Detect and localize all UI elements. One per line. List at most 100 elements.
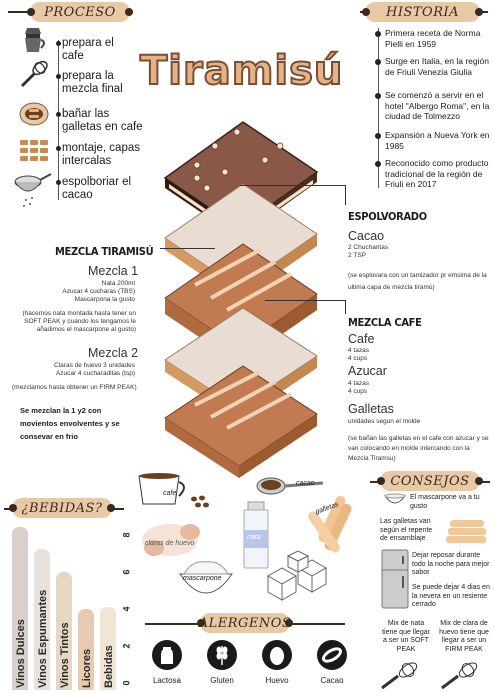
bebidas-banner: ¿BEBIDAS? xyxy=(9,498,115,518)
cacao-ingredient-label: cacao xyxy=(296,480,315,487)
consejos-banner: CONSEJOS xyxy=(377,471,483,491)
tick-8: 8 xyxy=(121,532,132,538)
history-timeline xyxy=(378,28,379,188)
lactose-icon xyxy=(152,640,182,670)
mezcla-2-note: (mezclamos hasta obtener un FIRM PEAK) xyxy=(12,384,137,391)
tip-mascarpone: El mascarpone va a tu gusto xyxy=(410,494,480,510)
history-item-1: Primera receta de Norma Pielli en 1959 xyxy=(375,28,490,49)
connector-mezcla-cafe xyxy=(265,300,345,301)
tick-6: 6 xyxy=(121,569,132,575)
alergeno-gluten: Gluten xyxy=(210,676,234,685)
mezcla-cafe-cafe: Cafe xyxy=(348,332,375,346)
mascarpone-bowl-icon xyxy=(179,561,233,594)
process-step-3: bañar las galletas en cafe xyxy=(56,108,152,134)
mezcla-cafe-azucar-q2: 4 cups xyxy=(348,388,368,395)
mezcla-tiramisu-heading: MEZCLA TIRAMISÚ xyxy=(55,245,154,258)
cacao-pod-icon xyxy=(317,640,347,670)
connector-espolvorado xyxy=(240,185,345,186)
mezcla-cafe-azucar: Azucar xyxy=(348,364,387,378)
small-bowl-icon xyxy=(384,493,406,504)
mezcla-1-line-1: Nata 200ml xyxy=(101,280,135,287)
mezcla-1-line-3: Mascarpona la gusto xyxy=(74,296,135,303)
bar-label-0: Vinos Dulces xyxy=(15,619,27,688)
espolvorado-cacao: Cacao xyxy=(348,229,385,243)
tip-soft-peak: Mix de nata tiene que llegar a ser un SO… xyxy=(382,620,430,653)
connector-mezcla-tiramisu xyxy=(160,248,215,249)
tip-galletas: Las galletas van según el repente de ens… xyxy=(380,518,433,542)
process-step-4: montaje, capas intercalas xyxy=(56,142,152,168)
ladyfingers-icon xyxy=(308,495,352,553)
connector-espolvorado-v xyxy=(345,185,346,205)
mezcla-cafe-galletas-q: unidades segun el molde xyxy=(348,418,421,425)
layers-icon xyxy=(20,140,48,161)
mascarpone-ingredient-label: mascarpone xyxy=(183,575,222,582)
bar-4 xyxy=(100,606,116,690)
espolvorado-qty2: 2 TSP xyxy=(348,252,366,259)
tip-reposar: Dejar reposar durante todo la noche para… xyxy=(412,552,490,576)
mezcla-1-line-2: Azucar 4 cucharas (TBS) xyxy=(62,288,135,295)
tick-0: 0 xyxy=(121,680,132,686)
tip-nevera: Se puede dejar 4 dias en la nevera en un… xyxy=(412,584,490,608)
process-step-1: prepara el cafe xyxy=(56,37,132,63)
espolvorado-heading: ESPOLVORADO xyxy=(348,210,427,223)
sugar-cubes-icon xyxy=(266,550,328,601)
history-item-5: Reconocido como producto tradicional de … xyxy=(375,158,490,190)
nata-ingredient-label: nata xyxy=(247,534,261,541)
mezcla-cafe-note: (se bañan las galletas en el cafe con az… xyxy=(348,435,489,462)
coffee-beans-icon xyxy=(191,495,209,508)
mezcla-1-note: (hacemos nata montada hasta tener un SOF… xyxy=(22,310,136,333)
mezcla-1-label: Mezcla 1 xyxy=(88,264,139,278)
process-step-2: prepara la mezcla final xyxy=(56,70,132,96)
sieve-icon xyxy=(14,173,52,207)
fridge-icon xyxy=(381,549,409,609)
mezcla-cafe-cafe-q1: 4 tazas xyxy=(348,347,369,354)
mezcla-cafe-heading: MEZCLA CAFE xyxy=(348,316,422,329)
coffee-cup-icon xyxy=(138,473,185,505)
bar-label-3: Licores xyxy=(81,648,93,688)
bar-label-2: Vinos Tintos xyxy=(59,622,71,688)
bar-1 xyxy=(34,549,50,690)
bar-2 xyxy=(56,571,72,690)
tick-2: 2 xyxy=(121,643,132,649)
tick-4: 4 xyxy=(121,606,132,612)
historia-banner: HISTORIA xyxy=(362,2,483,22)
cacao-spoon-icon xyxy=(256,477,324,495)
history-item-2: Surge en Italia, en la región de Friuli … xyxy=(375,56,490,77)
coffee-bowl-icon xyxy=(19,102,49,126)
espolvorado-note: (se esplovara con un tamizador pr emsima… xyxy=(348,272,487,291)
layer-galletas-2 xyxy=(164,365,318,478)
claras-ingredient-label: claras de huevo xyxy=(145,540,195,547)
mezcla-cafe-galletas: Galletas xyxy=(348,402,394,416)
mezcla-note: Se mezclan la 1 y2 con movientos envolve… xyxy=(20,406,120,441)
bar-3 xyxy=(78,608,94,690)
coffee-maker-icon xyxy=(25,28,45,52)
egg-icon xyxy=(262,640,292,670)
mezcla-2-label: Mezcla 2 xyxy=(88,346,139,360)
cookie-stack-icon xyxy=(446,520,486,543)
connector-mezcla-cafe-v xyxy=(345,300,346,314)
tip-firm-peak: Mix de clara de huevo tiene que llegar a… xyxy=(439,620,489,653)
cream-bottle-icon xyxy=(243,501,269,569)
alergeno-cacao: Cacao xyxy=(320,676,344,685)
cafe-ingredient-label: cafe xyxy=(163,490,177,497)
alergeno-huevo: Huevo xyxy=(265,676,289,685)
whisk-firm-icon xyxy=(441,662,478,690)
whisk-icon xyxy=(20,60,48,88)
process-timeline xyxy=(58,40,59,200)
alergenos-banner: ALERGENOS xyxy=(197,613,293,633)
alergeno-lactosa: Lactosa xyxy=(152,676,182,685)
process-step-5: espolboriar el cacao xyxy=(56,176,142,202)
bebidas-chart: Vinos Dulces Vinos Espumantes Vinos Tintos… xyxy=(8,520,138,690)
bar-label-1: Vinos Espumantes xyxy=(37,589,49,688)
bar-label-4: Bebidas xyxy=(103,645,115,688)
bar-0 xyxy=(12,527,28,690)
history-item-3: Se comenzó a servir en el hotel "Albergo… xyxy=(375,90,490,122)
page-title: Tiramisú xyxy=(139,47,344,95)
tiramisu-layers-illustration xyxy=(163,121,319,478)
whisk-soft-icon xyxy=(381,662,418,690)
history-item-4: Expansión a Nueva York en 1985 xyxy=(375,130,490,151)
mezcla-2-line-2: Azucar 4 cucharaditas (tsp) xyxy=(55,370,135,377)
mezcla-cafe-cafe-q2: 4 cups xyxy=(348,355,368,362)
proceso-banner: PROCESO xyxy=(27,2,133,22)
gluten-icon xyxy=(207,640,237,670)
